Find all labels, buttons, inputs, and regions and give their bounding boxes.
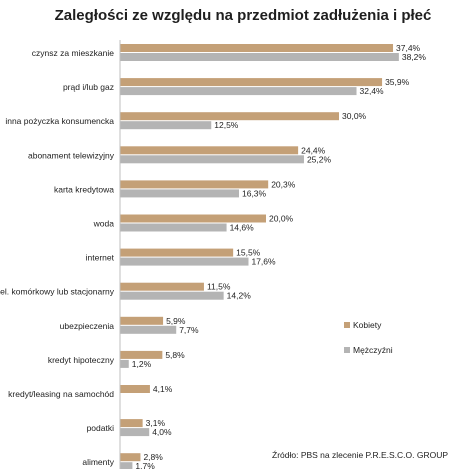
bar-mezczyzni <box>120 257 249 266</box>
data-label: 12,5% <box>214 120 239 130</box>
data-label: 32,4% <box>360 86 385 96</box>
data-label: 30,0% <box>342 111 367 121</box>
legend-label: Mężczyźni <box>353 345 393 355</box>
bar-mezczyzni <box>120 291 224 300</box>
data-label: 14,2% <box>227 291 252 301</box>
bar-mezczyzni <box>120 325 177 334</box>
category-label: prąd i/lub gaz <box>63 82 114 92</box>
bar-kobiety <box>120 180 269 189</box>
data-label: 16,3% <box>242 188 267 198</box>
data-label: 24,4% <box>301 145 326 155</box>
category-label: kredyt/leasing na samochód <box>8 389 114 399</box>
data-label: 4,0% <box>152 427 172 437</box>
data-label: 4,1% <box>153 384 173 394</box>
bar-mezczyzni <box>120 462 133 469</box>
bar-mezczyzni <box>120 359 129 368</box>
bar-kobiety <box>120 214 266 223</box>
bar-kobiety <box>120 78 383 87</box>
category-label: tel. komórkowy lub stacjonarny <box>0 287 115 297</box>
data-label: 14,6% <box>230 223 255 233</box>
bar-kobiety <box>120 419 143 428</box>
category-label: czynsz za mieszkanie <box>32 48 114 58</box>
data-label: 7,7% <box>179 325 199 335</box>
bar-mezczyzni <box>120 223 227 232</box>
data-label: 20,3% <box>271 179 296 189</box>
chart-title: Zaległości ze względu na przedmiot zadłu… <box>55 7 432 24</box>
category-label: karta kredytowa <box>54 184 114 194</box>
data-label: 17,6% <box>251 257 276 267</box>
category-label: podatki <box>87 423 115 433</box>
bar-kobiety <box>120 248 234 257</box>
data-label: 1,2% <box>132 359 152 369</box>
bar-mezczyzni <box>120 189 239 198</box>
data-label: 5,9% <box>166 316 186 326</box>
bar-mezczyzni <box>120 53 399 61</box>
data-label: 1,7% <box>135 461 155 469</box>
data-label: 5,8% <box>165 350 185 360</box>
legend-swatch <box>344 322 350 328</box>
category-label: abonament telewizyjny <box>28 150 115 160</box>
data-label: 15,5% <box>236 248 261 258</box>
category-label: alimenty <box>82 457 114 467</box>
category-label: kredyt hipoteczny <box>48 355 115 365</box>
bar-kobiety <box>120 112 339 121</box>
data-label: 38,2% <box>402 52 427 62</box>
bar-mezczyzni <box>120 428 150 437</box>
bar-mezczyzni <box>120 87 357 96</box>
bar-kobiety <box>120 44 394 52</box>
category-label: internet <box>86 253 115 263</box>
bar-kobiety <box>120 282 204 291</box>
data-label: 11,5% <box>207 282 231 292</box>
legend-label: Kobiety <box>353 320 382 330</box>
bar-kobiety <box>120 453 141 462</box>
data-label: 3,1% <box>146 418 166 428</box>
legend-swatch <box>344 347 350 353</box>
plot-area: czynsz za mieszkanie 37,4%38,2% prąd i/lub… <box>0 40 426 469</box>
bar-kobiety <box>120 385 150 393</box>
category-label: woda <box>93 219 115 229</box>
chart-source: Źródło: PBS na zlecenie P.R.E.S.C.O. GRO… <box>272 450 448 460</box>
data-label: 2,8% <box>143 452 163 462</box>
data-label: 37,4% <box>396 43 421 53</box>
bar-mezczyzni <box>120 155 304 164</box>
data-label: 20,0% <box>269 214 294 224</box>
category-label: ubezpieczenia <box>60 321 115 331</box>
data-label: 35,9% <box>385 77 410 87</box>
bar-kobiety <box>120 350 163 359</box>
category-label: inna pożyczka konsumencka <box>5 116 114 126</box>
data-label: 25,2% <box>307 154 332 164</box>
bar-kobiety <box>120 316 164 325</box>
bar-mezczyzni <box>120 121 212 130</box>
bar-kobiety <box>120 146 299 155</box>
